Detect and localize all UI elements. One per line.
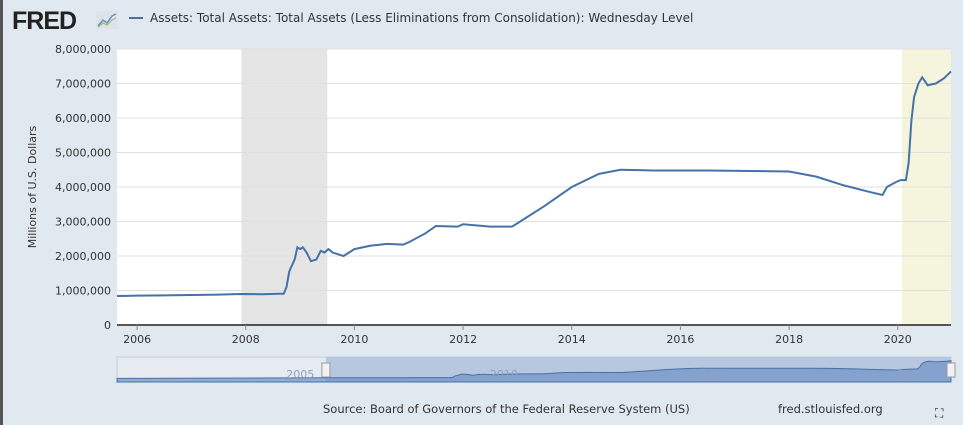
x-tick-label: 2020 xyxy=(884,333,912,346)
y-tick-label: 2,000,000 xyxy=(55,250,111,263)
legend-swatch xyxy=(129,17,143,19)
y-tick-label: 6,000,000 xyxy=(55,112,111,125)
navigator-label: 2015 xyxy=(693,368,721,381)
navigator-label: 2010 xyxy=(490,368,518,381)
x-tick-label: 2014 xyxy=(558,333,586,346)
navigator-label: 2005 xyxy=(286,368,314,381)
fullscreen-icon[interactable]: ⛶ xyxy=(935,406,944,420)
x-tick-label: 2012 xyxy=(449,333,477,346)
site-link[interactable]: fred.stlouisfed.org xyxy=(778,402,883,416)
x-tick-label: 2018 xyxy=(775,333,803,346)
y-tick-label: 4,000,000 xyxy=(55,181,111,194)
y-tick-label: 8,000,000 xyxy=(55,43,111,56)
y-tick-label: 0 xyxy=(104,319,111,332)
source-note: Source: Board of Governors of the Federa… xyxy=(323,402,690,416)
legend-label: Assets: Total Assets: Total Assets (Less… xyxy=(150,11,694,25)
x-tick-label: 2008 xyxy=(232,333,260,346)
navigator-handle[interactable] xyxy=(321,362,331,378)
navigator-handle[interactable] xyxy=(946,362,956,378)
x-tick-label: 2016 xyxy=(666,333,694,346)
window-border xyxy=(0,0,3,425)
navigator-label: 2020 xyxy=(897,368,925,381)
navigator-series xyxy=(116,360,952,383)
chart-line-icon xyxy=(96,11,118,29)
x-tick-label: 2006 xyxy=(123,333,151,346)
series-line xyxy=(116,70,952,298)
y-tick-label: 1,000,000 xyxy=(55,285,111,298)
legend-item[interactable]: Assets: Total Assets: Total Assets (Less… xyxy=(129,11,693,25)
y-tick-label: 7,000,000 xyxy=(55,78,111,91)
y-axis-label: Millions of U.S. Dollars xyxy=(26,125,39,248)
y-tick-label: 5,000,000 xyxy=(55,147,111,160)
x-tick-label: 2010 xyxy=(340,333,368,346)
fred-logo[interactable]: FRED xyxy=(12,7,77,35)
y-tick-label: 3,000,000 xyxy=(55,216,111,229)
